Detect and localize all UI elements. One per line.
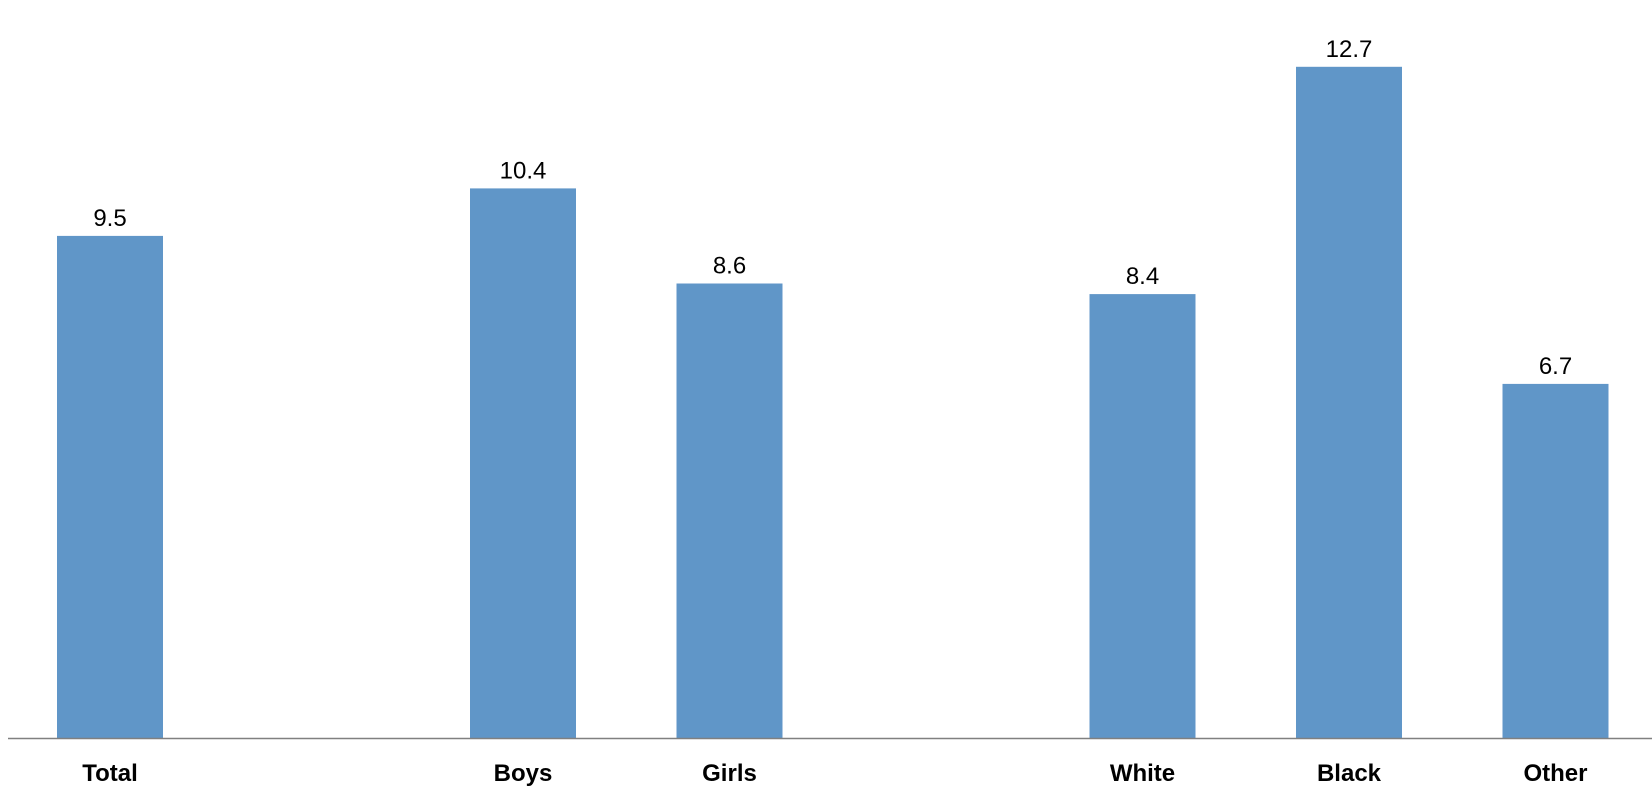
category-label-girls: Girls — [702, 760, 757, 787]
category-label-total: Total — [82, 760, 138, 787]
category-label-boys: Boys — [494, 760, 553, 787]
bars-layer — [57, 67, 1609, 738]
value-label-total: 9.5 — [93, 205, 126, 232]
bar-black — [1296, 67, 1402, 738]
value-label-other: 6.7 — [1539, 353, 1572, 380]
category-labels-layer: Total Boys Girls White Black Other — [82, 760, 1587, 787]
value-label-boys: 10.4 — [500, 157, 547, 184]
bar-boys — [470, 188, 576, 738]
category-label-white: White — [1110, 760, 1175, 787]
bar-girls — [677, 284, 783, 739]
category-label-other: Other — [1523, 760, 1587, 787]
value-label-black: 12.7 — [1326, 36, 1373, 63]
value-label-white: 8.4 — [1126, 263, 1159, 290]
value-label-girls: 8.6 — [713, 253, 746, 280]
bar-white — [1090, 294, 1196, 738]
bar-other — [1503, 384, 1609, 738]
category-label-black: Black — [1317, 760, 1382, 787]
bar-total — [57, 236, 163, 738]
